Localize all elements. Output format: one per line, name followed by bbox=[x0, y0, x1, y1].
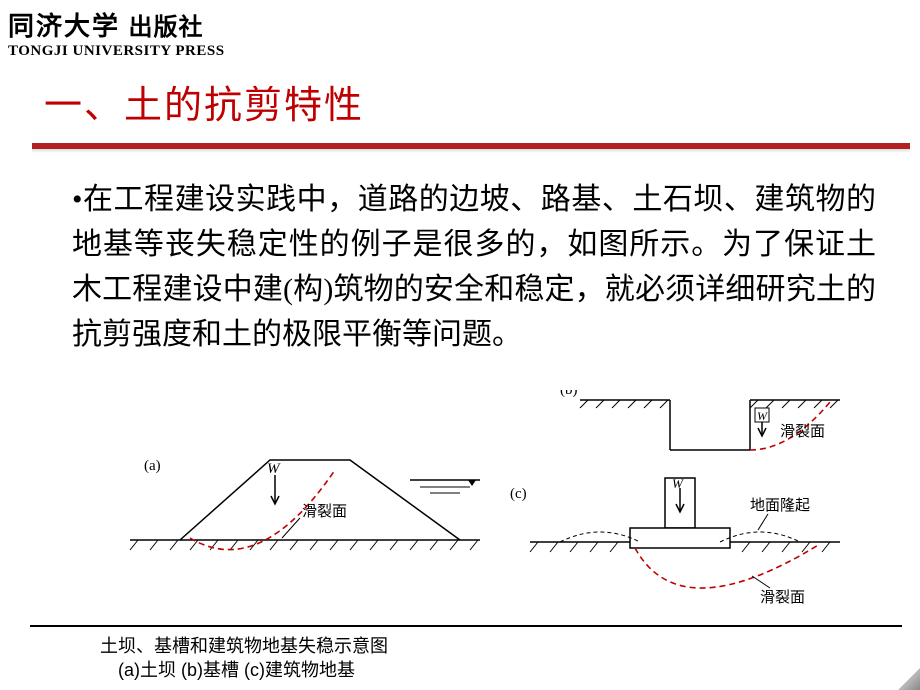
panel-a: (a) W 滑裂面 bbox=[130, 458, 480, 550]
panel-a-w: W bbox=[267, 461, 281, 477]
slide-title: 一、土的抗剪特性 bbox=[44, 74, 920, 129]
panel-b-tag: (b) bbox=[560, 390, 578, 398]
panel-a-tag: (a) bbox=[144, 458, 161, 474]
figure: (a) W 滑裂面 (b) bbox=[120, 390, 850, 620]
panel-c-slip-label: 滑裂面 bbox=[760, 589, 805, 606]
caption-line-1: 土坝、基槽和建筑物地基失稳示意图 bbox=[100, 634, 388, 658]
title-underline bbox=[32, 143, 910, 155]
footer-divider bbox=[30, 625, 902, 627]
publisher-press: 出版社 bbox=[129, 14, 204, 41]
publisher-en: TONGJI UNIVERSITY PRESS bbox=[8, 43, 912, 60]
panel-c-heave-label: 地面隆起 bbox=[750, 497, 810, 514]
panel-a-slip-label: 滑裂面 bbox=[302, 503, 347, 520]
publisher-university: 同济大学 bbox=[8, 12, 120, 41]
figure-caption: 土坝、基槽和建筑物地基失稳示意图 (a)土坝 (b)基槽 (c)建筑物地基 bbox=[100, 634, 388, 683]
body-paragraph: •在工程建设实践中，道路的边坡、路基、土石坝、建筑物的地基等丧失稳定性的例子是很… bbox=[72, 177, 876, 357]
panel-c-tag: (c) bbox=[510, 486, 527, 502]
page-corner-fold-icon bbox=[898, 668, 920, 690]
panel-b: (b) W 滑裂面 bbox=[560, 390, 840, 450]
panel-c-w: W bbox=[672, 476, 684, 491]
panel-b-slip-label: 滑裂面 bbox=[780, 423, 825, 440]
slide-title-block: 一、土的抗剪特性 bbox=[0, 74, 920, 155]
publisher-cn: 同济大学 出版社 bbox=[8, 6, 204, 43]
publisher-logo: 同济大学 出版社 TONGJI UNIVERSITY PRESS bbox=[0, 0, 920, 62]
panel-b-w: W bbox=[757, 409, 768, 423]
panel-c: (c) W 地面隆起 滑裂面 bbox=[510, 476, 840, 606]
caption-line-2: (a)土坝 (b)基槽 (c)建筑物地基 bbox=[100, 658, 388, 682]
failure-diagram-svg: (a) W 滑裂面 (b) bbox=[120, 390, 850, 620]
